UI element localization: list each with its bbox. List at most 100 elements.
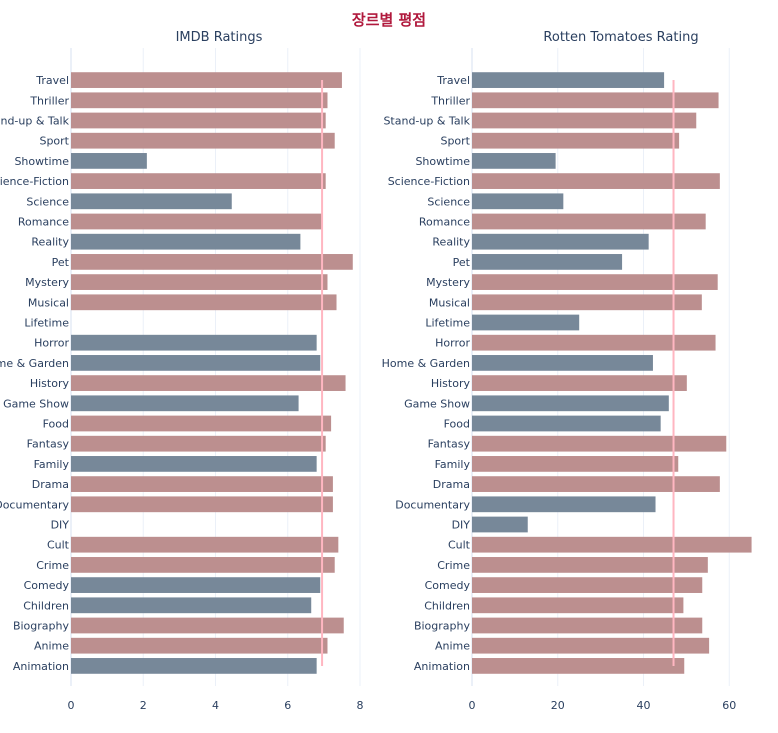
rt-bar: [472, 355, 653, 371]
imdb-bar: [71, 294, 337, 311]
imdb-category-label: Thriller: [29, 94, 69, 107]
imdb-category-label: Home & Garden: [0, 357, 69, 370]
imdb-bar: [71, 193, 232, 210]
rt-bar: [472, 254, 623, 270]
imdb-category-label: Science: [26, 195, 69, 208]
imdb-bar: [71, 132, 335, 149]
imdb-category-label: Musical: [28, 296, 69, 309]
rt-tick-label: 60: [722, 699, 736, 712]
rt-category-label: Drama: [433, 478, 470, 491]
rt-category-label: Horror: [435, 337, 470, 350]
rt-bar: [472, 153, 556, 169]
rt-bar: [472, 435, 727, 452]
rt-category-label: DIY: [452, 519, 471, 532]
imdb-category-label: DIY: [51, 519, 70, 532]
imdb-category-label: Crime: [36, 559, 69, 572]
rt-bar: [472, 193, 564, 210]
imdb-bar: [71, 355, 321, 371]
rt-category-label: Children: [424, 599, 470, 612]
imdb-category-label: Children: [23, 599, 69, 612]
imdb-tick-label: 2: [140, 699, 147, 712]
imdb-bar: [71, 637, 328, 654]
rt-bar: [472, 496, 656, 513]
rt-category-label: Reality: [432, 236, 470, 249]
rt-bar: [472, 415, 661, 432]
imdb-category-label: Sport: [39, 135, 69, 148]
imdb-bar: [71, 233, 301, 250]
imdb-category-label: Drama: [32, 478, 69, 491]
imdb-bar: [71, 375, 346, 391]
imdb-bar: [71, 72, 342, 88]
imdb-bar: [71, 658, 317, 674]
rt-bar: [472, 557, 708, 573]
rt-bar: [472, 375, 687, 391]
rt-category-label: Stand-up & Talk: [383, 115, 470, 128]
rt-bar: [472, 213, 706, 230]
rt-bar: [472, 395, 669, 412]
rt-category-label: Game Show: [404, 397, 470, 410]
rt-category-label: Biography: [414, 620, 471, 633]
rt-bar: [472, 476, 720, 492]
imdb-category-label: Romance: [18, 216, 69, 229]
rt-category-label: Showtime: [415, 155, 470, 168]
rt-tick-label: 40: [637, 699, 651, 712]
rt-category-label: Animation: [414, 660, 470, 673]
rt-bar: [472, 536, 752, 553]
rt-bar: [472, 72, 665, 88]
imdb-category-label: Science-Fiction: [0, 175, 69, 188]
rt-bar: [472, 456, 679, 472]
imdb-bar: [71, 395, 299, 412]
imdb-bar: [71, 334, 317, 351]
imdb-bar: [71, 557, 335, 573]
rt-category-label: Family: [435, 458, 471, 471]
rt-category-label: Home & Garden: [382, 357, 470, 370]
imdb-bar: [71, 173, 326, 189]
rt-tick-label: 20: [551, 699, 565, 712]
imdb-bar: [71, 496, 333, 513]
chart-title: 장르별 평점: [351, 11, 427, 29]
rt-category-label: Pet: [453, 256, 471, 269]
rt-category-label: Comedy: [425, 579, 471, 592]
imdb-bar: [71, 577, 321, 593]
rt-bar: [472, 597, 684, 614]
imdb-category-label: Cult: [47, 539, 70, 552]
imdb-tick-label: 6: [284, 699, 291, 712]
imdb-bar: [71, 415, 332, 432]
imdb-category-label: Anime: [34, 640, 69, 653]
imdb-category-label: Biography: [13, 620, 70, 633]
imdb-bar: [71, 274, 328, 290]
rt-bar: [472, 658, 685, 674]
imdb-bar: [71, 617, 344, 634]
rt-bar: [472, 294, 702, 311]
imdb-category-label: Mystery: [25, 276, 69, 289]
imdb-category-label: Lifetime: [24, 317, 69, 330]
rt-bar: [472, 92, 719, 109]
rt-category-label: Thriller: [430, 94, 470, 107]
imdb-bar: [71, 92, 328, 109]
imdb-bar: [71, 435, 326, 452]
rt-bar: [472, 577, 703, 593]
rt-category-label: Romance: [419, 216, 470, 229]
rt-bar: [472, 617, 703, 634]
imdb-category-label: Horror: [34, 337, 69, 350]
rt-category-label: Lifetime: [425, 317, 470, 330]
rt-category-label: Musical: [429, 296, 470, 309]
rt-bar: [472, 112, 697, 129]
imdb-bar: [71, 213, 323, 230]
imdb-category-label: Documentary: [0, 498, 69, 511]
rt-bar: [472, 334, 716, 351]
rt-category-label: Fantasy: [428, 438, 471, 451]
rt-bar: [472, 132, 680, 149]
imdb-tick-label: 8: [357, 699, 364, 712]
imdb-bar: [71, 597, 312, 614]
imdb-subplot-title: IMDB Ratings: [175, 30, 263, 45]
imdb-category-label: Comedy: [24, 579, 70, 592]
rt-category-label: Documentary: [395, 498, 470, 511]
rt-bar: [472, 274, 718, 290]
imdb-category-label: Game Show: [3, 397, 69, 410]
rt-bar: [472, 173, 720, 189]
imdb-category-label: Food: [43, 418, 69, 431]
imdb-bar: [71, 536, 339, 553]
imdb-bar: [71, 254, 353, 270]
